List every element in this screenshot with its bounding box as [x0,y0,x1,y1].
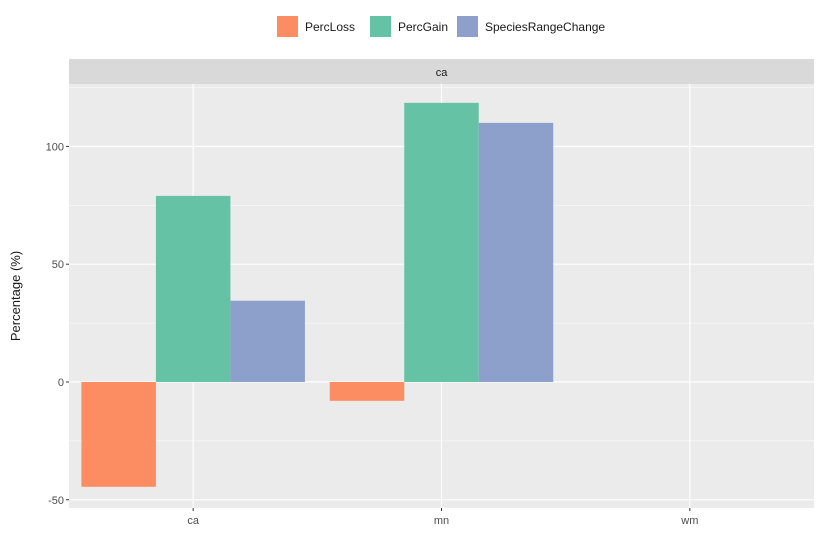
legend-key-speciesrangechange [457,16,478,37]
x-tick-label: ca [187,515,200,527]
y-tick-label: 100 [46,141,64,153]
facet-strip-label: ca [436,67,449,79]
bar-percloss-ca [81,381,156,487]
y-tick-label: 0 [58,377,64,389]
facet-strip [69,59,814,84]
x-tick-label: wm [680,515,698,527]
bar-percloss-mn [329,381,405,401]
y-tick-label: -50 [48,495,64,507]
y-tick-label: 50 [52,259,64,271]
bar-speciesrangechange-mn [478,122,554,382]
y-axis: -50 0 50 100 [46,141,69,507]
x-axis: ca mn wm [187,508,698,527]
bar-percgain-mn [404,102,479,382]
bar-speciesrangechange-ca [230,300,305,382]
bars [81,102,554,487]
legend-label: PercGain [398,20,448,34]
legend: PercLoss PercGain SpeciesRangeChange [277,16,605,37]
legend-key-percloss [277,16,298,37]
x-tick-label: mn [434,515,449,527]
legend-key-percgain [370,16,391,37]
legend-label: PercLoss [305,20,355,34]
y-axis-title: Percentage (%) [8,251,23,341]
bar-percgain-ca [155,195,231,382]
legend-label: SpeciesRangeChange [485,20,605,34]
